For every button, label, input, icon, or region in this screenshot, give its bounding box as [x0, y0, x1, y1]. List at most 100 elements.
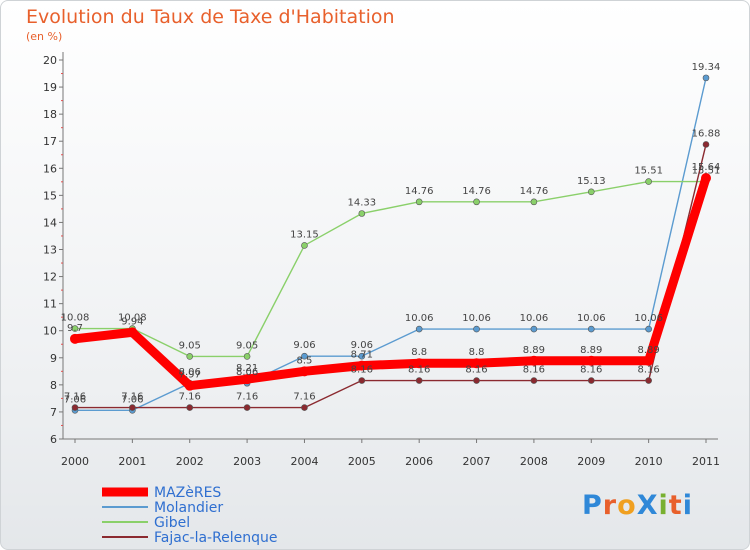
data-point: [471, 358, 482, 369]
x-tick-label: 2006: [405, 455, 433, 468]
data-label: 13.15: [290, 229, 319, 240]
logo-letter: X: [636, 490, 659, 521]
data-label: 15.51: [634, 166, 663, 177]
data-label: 9.06: [293, 340, 315, 351]
y-tick-label: 19: [43, 81, 57, 94]
data-label: 7.97: [179, 370, 201, 381]
logo-letter: r: [602, 490, 618, 521]
data-label: 7.16: [293, 392, 315, 403]
data-point: [645, 377, 652, 384]
data-label: 10.06: [520, 313, 549, 324]
data-label: 7.06: [64, 394, 86, 405]
data-point: [530, 325, 538, 333]
data-point: [473, 377, 480, 384]
logo-letter: t: [668, 490, 683, 521]
data-point: [414, 358, 425, 369]
data-point: [127, 327, 138, 338]
data-point: [186, 353, 194, 360]
data-point: [587, 325, 595, 333]
data-label: 14.76: [462, 186, 491, 197]
data-label: 8.16: [351, 365, 373, 376]
legend-label: MAZèRES: [154, 485, 221, 501]
proxiti-logo: ProXiti: [582, 490, 693, 521]
data-point: [71, 404, 79, 411]
data-point: [702, 141, 710, 148]
x-tick-label: 2009: [577, 455, 605, 468]
data-label: 8.89: [638, 345, 660, 356]
data-point: [358, 210, 366, 217]
data-label: 10.08: [118, 313, 147, 324]
x-tick-label: 2002: [176, 455, 204, 468]
data-label: 8.06: [236, 367, 258, 378]
x-tick-label: 2005: [348, 455, 376, 468]
data-point: [530, 377, 538, 384]
data-label: 8.16: [465, 365, 487, 376]
data-label: 8.16: [523, 365, 545, 376]
logo-letter: o: [617, 490, 637, 521]
data-point: [415, 198, 423, 206]
data-point: [415, 377, 423, 384]
data-label: 10.06: [577, 313, 606, 324]
series-layer: [70, 74, 711, 414]
y-tick-label: 13: [43, 244, 57, 257]
data-point: [71, 325, 79, 332]
data-point: [356, 360, 367, 371]
legend-label: Fajac-la-Relenque: [154, 530, 278, 546]
data-label: 7.16: [179, 392, 201, 403]
data-label: 9.94: [121, 316, 143, 327]
series-maz-res: [70, 173, 711, 391]
x-tick-label: 2011: [692, 455, 720, 468]
data-label: 9.06: [351, 340, 373, 351]
data-label: 9.7: [67, 323, 83, 334]
y-tick-label: 8: [50, 379, 57, 392]
data-point: [701, 173, 711, 184]
series-line: [74, 143, 707, 409]
data-point: [415, 325, 423, 333]
data-point: [586, 355, 597, 366]
data-point: [587, 377, 595, 384]
data-label: 8.89: [523, 345, 545, 356]
data-point: [530, 198, 538, 206]
logo-letter: i: [658, 490, 669, 521]
y-tick-label: 10: [43, 325, 57, 338]
data-point: [299, 366, 310, 377]
data-label: 14.76: [405, 186, 434, 197]
y-tick-label: 17: [43, 135, 57, 148]
data-point: [358, 352, 366, 360]
data-label: 7.16: [121, 392, 143, 403]
data-label: 8.8: [469, 347, 485, 358]
data-label: 8.5: [297, 355, 313, 366]
data-label: 14.33: [347, 197, 376, 208]
axes: 6 7 8 9 10 11 12 13 14 15 16 17 18 19 20 2000 2001 2002 20…: [43, 52, 720, 468]
data-label: 7.06: [121, 394, 143, 405]
y-tick-label: 11: [43, 298, 57, 311]
data-label: 8.89: [580, 345, 602, 356]
data-point: [184, 380, 195, 391]
data-point: [70, 333, 80, 344]
data-point: [528, 355, 539, 366]
data-label: 10.06: [405, 313, 434, 324]
data-label: 9.05: [179, 340, 201, 351]
x-tick-label: 2004: [290, 455, 318, 468]
data-point: [587, 188, 595, 196]
logo-letter: P: [582, 490, 603, 521]
data-label: 8.16: [408, 365, 430, 376]
data-label: 7.16: [64, 392, 86, 403]
logo-letter: i: [682, 490, 693, 521]
y-tick-label: 15: [43, 189, 57, 202]
data-label: 15.51: [692, 166, 721, 177]
series-fajac-la-relenque: [71, 141, 710, 411]
y-tick-label: 6: [50, 433, 57, 446]
data-label: 10.06: [462, 313, 491, 324]
y-tick-label: 16: [43, 162, 57, 175]
data-label: 14.76: [520, 186, 549, 197]
data-label: 8.16: [638, 365, 660, 376]
series-gibel: [71, 178, 710, 360]
y-tick-label: 12: [43, 271, 57, 284]
data-point: [243, 404, 251, 411]
value-labels: 7.06 7.06 8.06 8.06 9.06 9.06 10.06 10.06 10.06 1…: [61, 62, 721, 405]
y-tick-label: 20: [43, 54, 57, 67]
y-tick-label: 7: [50, 406, 57, 419]
